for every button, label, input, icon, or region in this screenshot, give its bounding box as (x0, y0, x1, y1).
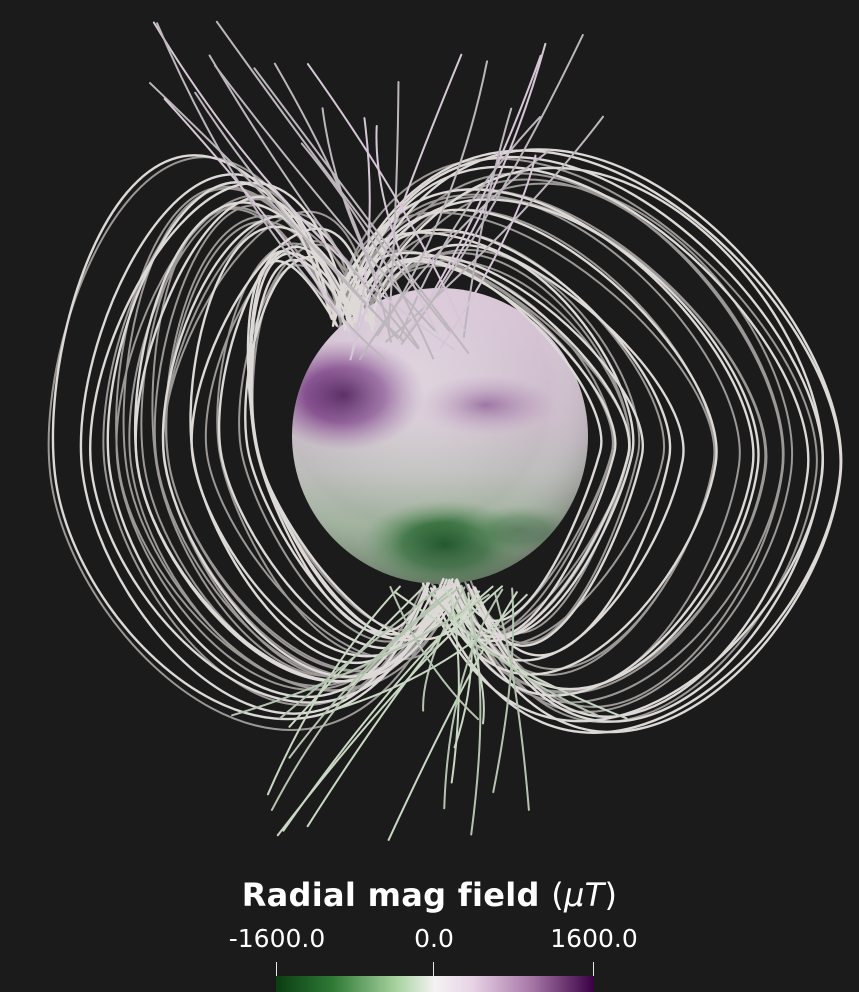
field-line (273, 62, 392, 343)
field-line (422, 586, 466, 712)
field-line (288, 587, 453, 759)
field-line (445, 589, 485, 725)
field-line (462, 107, 513, 339)
field-line (428, 590, 599, 717)
field-line (333, 188, 755, 697)
field-line (344, 228, 672, 657)
field-line (341, 156, 824, 723)
field-line (253, 67, 470, 354)
field-line (163, 97, 363, 346)
field-line (278, 586, 441, 720)
colorbar-max-tick (593, 962, 594, 978)
field-line (194, 91, 405, 343)
colorbar-min-label: -1600.0 (228, 924, 326, 953)
field-line (385, 115, 604, 343)
field-line (282, 585, 494, 832)
field-line (128, 198, 430, 687)
field-line (389, 586, 480, 721)
colorbar-mid-label: 0.0 (414, 924, 454, 953)
field-line (156, 22, 387, 361)
colorbar-min-tick (276, 962, 277, 978)
field-line (306, 63, 465, 332)
field-line (152, 21, 456, 351)
field-line (356, 172, 784, 704)
colorbar-title: Radial mag field (μT) (241, 876, 618, 914)
field-line (134, 196, 459, 683)
field-line (213, 64, 436, 332)
field-line (494, 592, 530, 811)
magnetic-field-scene (47, 20, 843, 841)
field-line (270, 587, 460, 811)
field-line (449, 593, 460, 784)
colorbar-max-label: 1600.0 (550, 924, 638, 953)
field-line (443, 588, 504, 810)
field-line (345, 148, 843, 733)
field-line (215, 20, 452, 334)
field-line (122, 187, 450, 692)
field-line (371, 243, 635, 637)
field-line (376, 60, 489, 337)
field-line (331, 231, 685, 662)
colorbar (276, 976, 594, 992)
field-line (353, 260, 617, 639)
field-line (359, 149, 551, 360)
field-line (334, 593, 528, 711)
field-line (231, 593, 490, 717)
field-line (151, 208, 425, 678)
planet-sphere (292, 288, 588, 584)
field-line (375, 124, 439, 335)
field-lines-polar (149, 20, 628, 841)
field-line (300, 142, 435, 360)
field-line (333, 251, 631, 642)
field-line (321, 107, 420, 349)
field-line (398, 42, 547, 343)
field-line (79, 173, 430, 715)
field-line (349, 53, 463, 361)
field-line (352, 208, 718, 676)
colorbar-mid-tick (433, 962, 434, 978)
